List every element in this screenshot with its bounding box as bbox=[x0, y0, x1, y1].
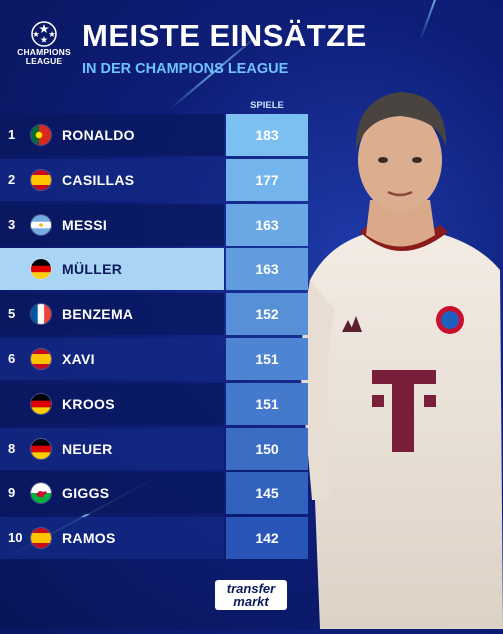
spain-flag-icon bbox=[31, 528, 51, 549]
wales-flag-icon bbox=[31, 483, 51, 504]
appearances-value: 151 bbox=[255, 351, 279, 367]
appearances-value: 177 bbox=[255, 171, 279, 188]
table-row: 3 MESSI 163 bbox=[0, 203, 308, 246]
appearances-value: 145 bbox=[255, 485, 279, 502]
value-cell: 151 bbox=[226, 338, 308, 380]
chart-title: MEISTE EINSÄTZE bbox=[82, 18, 367, 53]
rank-label: 1 bbox=[8, 127, 16, 142]
source-logo-line2: markt bbox=[233, 594, 269, 609]
value-column-header: SPIELE bbox=[250, 100, 284, 111]
appearances-value: 183 bbox=[255, 127, 279, 143]
player-name-cell: 8 NEUER bbox=[0, 427, 224, 470]
player-name: NEUER bbox=[62, 440, 113, 457]
table-row: 8 NEUER 150 bbox=[0, 427, 308, 470]
player-name-cell: 3 MESSI bbox=[0, 203, 224, 246]
source-logo-line1: transfer bbox=[226, 581, 276, 596]
appearances-value: 150 bbox=[255, 440, 279, 457]
value-cell: 152 bbox=[226, 293, 308, 336]
player-name-cell: KROOS bbox=[0, 382, 224, 425]
table-row: 10 RAMOS 142 bbox=[0, 517, 308, 560]
starball-icon bbox=[30, 20, 58, 48]
transfermarkt-logo: transfer markt bbox=[215, 580, 287, 610]
player-name: KROOS bbox=[62, 395, 115, 412]
player-name-cell: 5 BENZEMA bbox=[0, 293, 224, 336]
appearances-value: 142 bbox=[255, 530, 279, 547]
player-name: RONALDO bbox=[62, 127, 135, 143]
logo-text-line2: LEAGUE bbox=[25, 56, 63, 66]
table-row: KROOS 151 bbox=[0, 382, 308, 425]
germany-flag-icon bbox=[31, 438, 51, 459]
player-name-cell: 1 RONALDO bbox=[0, 114, 224, 156]
player-name: MÜLLER bbox=[62, 261, 123, 278]
player-photo bbox=[300, 80, 503, 629]
appearances-value: 163 bbox=[255, 261, 279, 278]
table-row: MÜLLER 163 bbox=[0, 248, 308, 291]
rank-label: 6 bbox=[8, 351, 16, 366]
value-cell: 177 bbox=[226, 158, 308, 201]
player-name: RAMOS bbox=[62, 530, 116, 547]
value-cell: 163 bbox=[226, 248, 308, 291]
player-name-cell: 2 CASILLAS bbox=[0, 158, 224, 201]
appearances-value: 152 bbox=[255, 306, 279, 323]
value-cell: 145 bbox=[226, 472, 308, 515]
value-cell: 183 bbox=[226, 114, 308, 156]
rank-label: 10 bbox=[8, 530, 23, 546]
rank-label: 5 bbox=[8, 306, 16, 322]
germany-flag-icon bbox=[31, 259, 51, 280]
player-name: XAVI bbox=[62, 351, 95, 367]
player-name: GIGGS bbox=[62, 485, 110, 502]
germany-flag-icon bbox=[31, 393, 51, 414]
player-name-cell: 9 GIGGS bbox=[0, 472, 224, 515]
spain-flag-icon bbox=[31, 169, 51, 190]
value-cell: 150 bbox=[226, 427, 308, 470]
light-streak bbox=[419, 0, 452, 42]
rank-label: 3 bbox=[8, 216, 16, 232]
player-name-cell: 10 RAMOS bbox=[0, 517, 224, 560]
champions-league-logo: CHAMPIONS LEAGUE bbox=[14, 20, 74, 66]
rank-label: 9 bbox=[8, 485, 16, 501]
table-row: 5 BENZEMA 152 bbox=[0, 293, 308, 336]
table-row: 2 CASILLAS 177 bbox=[0, 158, 308, 201]
france-flag-icon bbox=[31, 304, 51, 325]
player-name: MESSI bbox=[62, 216, 108, 233]
appearances-value: 151 bbox=[255, 395, 279, 412]
value-cell: 151 bbox=[226, 382, 308, 425]
logo-text-line1: CHAMPIONS bbox=[17, 47, 71, 57]
player-name-cell: MÜLLER bbox=[0, 248, 224, 291]
chart-subtitle: IN DER CHAMPIONS LEAGUE bbox=[82, 61, 289, 77]
value-cell: 163 bbox=[226, 203, 308, 246]
argentina-flag-icon bbox=[31, 214, 51, 235]
table-row: 6 XAVI 151 bbox=[0, 338, 308, 380]
portugal-flag-icon bbox=[31, 125, 51, 145]
table-row: 9 GIGGS 145 bbox=[0, 472, 308, 515]
table-row: 1 RONALDO 183 bbox=[0, 114, 308, 156]
player-name: CASILLAS bbox=[62, 171, 135, 188]
rank-label: 8 bbox=[8, 440, 16, 456]
spain-flag-icon bbox=[31, 349, 51, 369]
appearances-value: 163 bbox=[255, 216, 279, 233]
value-cell: 142 bbox=[226, 517, 308, 560]
player-name: BENZEMA bbox=[62, 306, 134, 323]
player-name-cell: 6 XAVI bbox=[0, 338, 224, 380]
rank-label: 2 bbox=[8, 171, 16, 187]
